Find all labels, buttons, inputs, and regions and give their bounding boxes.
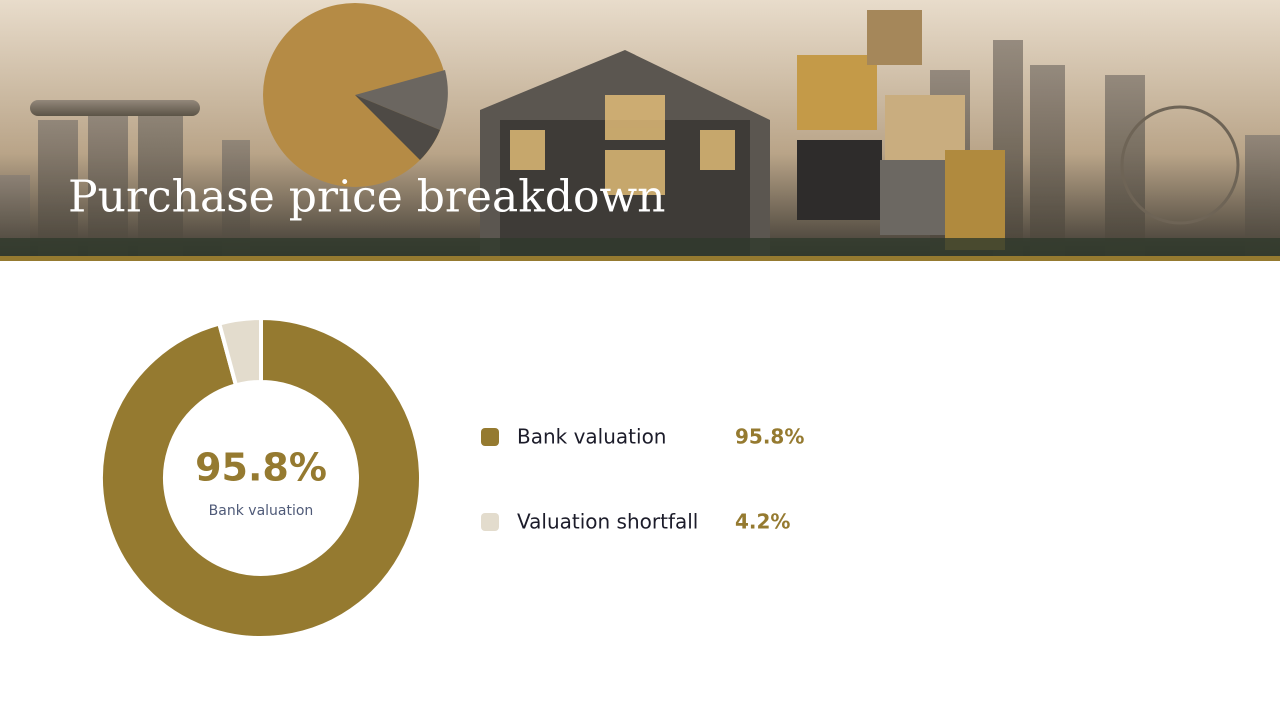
legend-swatch [481,428,499,446]
center-label: Bank valuation [209,503,314,519]
banner [0,0,1280,261]
slide-title: Purchase price breakdown [68,172,666,223]
legend-swatch [481,513,499,531]
legend-label: Bank valuation [517,425,666,449]
center-value: 95.8% [195,446,327,490]
donut-slice [99,315,423,640]
legend-value: 95.8% [735,425,804,449]
donut-slice [216,315,263,388]
legend-value: 4.2% [735,510,790,534]
legend-label: Valuation shortfall [517,510,698,534]
